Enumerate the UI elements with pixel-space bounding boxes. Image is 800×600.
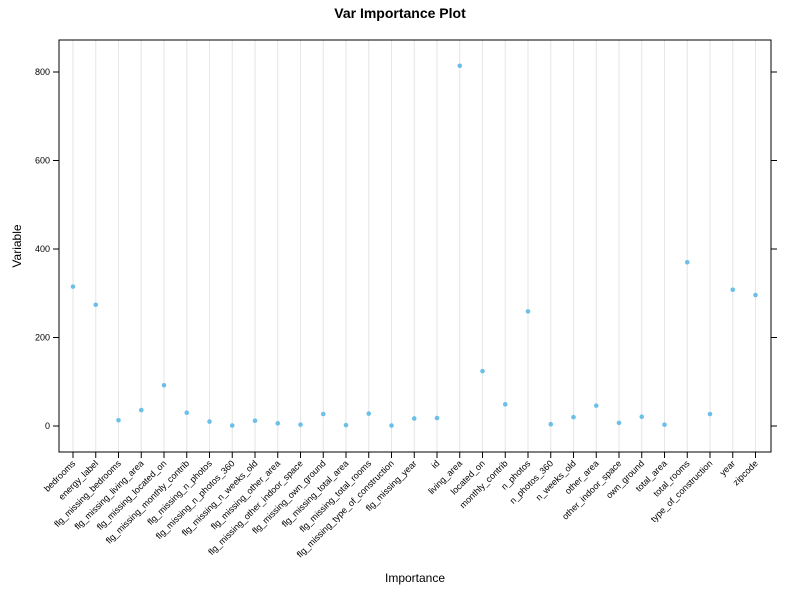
point-total_rooms — [684, 259, 690, 265]
point-other_indoor_space — [616, 420, 622, 426]
grid-lines — [72, 40, 756, 452]
y-tick-label: 200 — [35, 333, 50, 343]
point-bedrooms — [70, 284, 76, 289]
point-year — [730, 287, 736, 293]
point-located_on — [480, 368, 485, 374]
point-flg_missing_monthly_contrib — [184, 410, 190, 416]
point-n_photos_360 — [548, 421, 554, 427]
point-type_of_construction — [707, 411, 713, 417]
point-flg_missing_own_ground — [320, 411, 326, 417]
point-flg_missing_n_photos — [207, 419, 212, 424]
x-tick-label: zipcode — [731, 458, 760, 487]
point-other_area — [593, 403, 599, 408]
point-flg_missing_located_on — [161, 382, 167, 388]
y-tick-label: 0 — [45, 421, 50, 431]
point-energy_label — [93, 302, 99, 308]
point-flg_missing_bedrooms — [116, 417, 121, 423]
point-flg_missing_living_area — [138, 407, 144, 413]
point-living_area — [457, 63, 463, 69]
y-axis-label: Variable — [10, 224, 24, 267]
x-tick-label: id — [429, 458, 441, 470]
y-axis-right — [771, 71, 777, 427]
point-own_ground — [639, 414, 645, 420]
point-n_weeks_old — [571, 414, 576, 420]
point-flg_missing_n_photos_360 — [229, 423, 235, 428]
point-flg_missing_type_of_construction — [389, 423, 394, 428]
point-zipcode — [753, 292, 758, 298]
y-tick-label: 400 — [35, 244, 50, 254]
point-flg_missing_total_area — [343, 422, 349, 428]
data-points — [70, 63, 758, 428]
point-flg_missing_other_indoor_space — [298, 422, 303, 427]
y-axis-left: 0 200 400 600 800 — [35, 67, 59, 431]
x-axis-label: Importance — [385, 571, 445, 585]
y-tick-label: 800 — [35, 67, 50, 77]
point-monthly_contrib — [502, 402, 508, 407]
point-flg_missing_year — [411, 416, 417, 421]
point-total_area — [662, 422, 667, 427]
chart-title: Var Importance Plot — [334, 5, 466, 21]
point-flg_missing_total_rooms — [366, 411, 372, 416]
x-axis: bedroomsenergy_labelflg_missing_bedrooms… — [42, 452, 760, 560]
point-id — [434, 415, 440, 421]
point-n_photos — [525, 309, 531, 314]
point-flg_missing_other_area — [275, 421, 281, 426]
plot-frame — [58, 39, 772, 453]
y-tick-label: 600 — [35, 156, 50, 166]
point-flg_missing_n_weeks_old — [252, 418, 258, 423]
x-tick-label: year — [718, 458, 737, 477]
